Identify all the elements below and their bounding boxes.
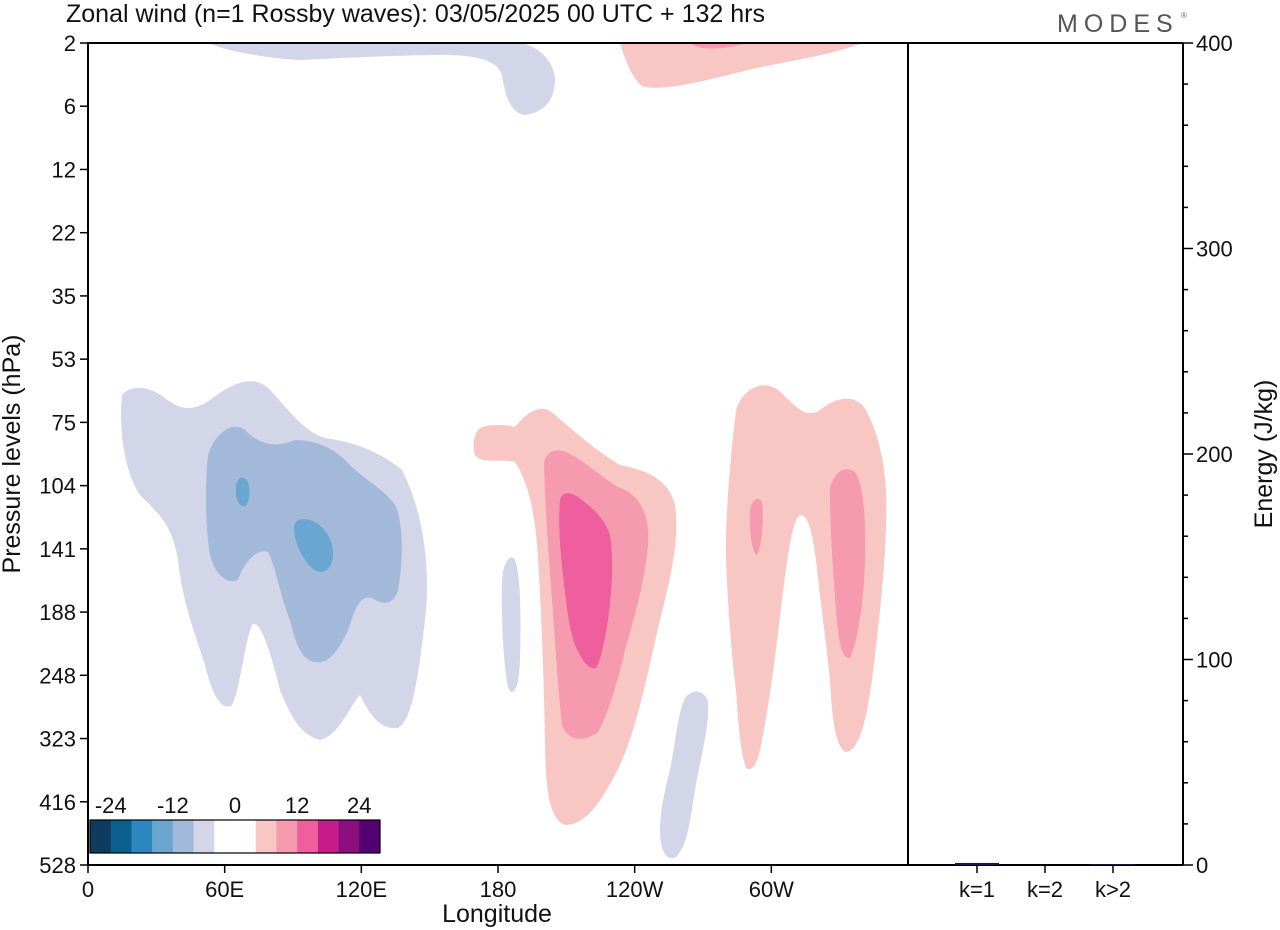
colorbar-swatch xyxy=(193,820,215,853)
energy-category-label: k=2 xyxy=(1027,877,1063,902)
colorbar-swatch xyxy=(172,820,194,853)
contour-pos-top xyxy=(620,43,862,88)
energy-axis: 0 100 200 300 400 xyxy=(1183,31,1233,878)
y-tick-label: 141 xyxy=(39,537,76,562)
colorbar-frame xyxy=(89,819,381,854)
colorbar-swatch xyxy=(131,820,153,853)
energy-axis-label: Energy (J/kg) xyxy=(1250,380,1278,529)
colorbar-swatch xyxy=(235,820,257,853)
y-tick-label: 53 xyxy=(52,347,76,372)
colorbar: -24 -12 0 12 24 xyxy=(89,793,381,854)
energy-tick-label: 100 xyxy=(1196,648,1233,673)
y-tick-label: 416 xyxy=(39,790,76,815)
colorbar-swatch xyxy=(90,820,112,853)
x-tick-label: 0 xyxy=(82,877,94,902)
y-tick-label: 35 xyxy=(52,284,76,309)
colorbar-label: 0 xyxy=(229,793,241,818)
y-tick-label: 2 xyxy=(64,31,76,56)
colorbar-swatch xyxy=(152,820,174,853)
energy-bar-chart: 0 100 200 300 400 k=1 k=2 k>2 Energy (J/kg) xyxy=(908,31,1278,902)
x-tick-label: 60W xyxy=(749,877,794,902)
colorbar-swatch xyxy=(214,820,236,853)
colorbar-swatch xyxy=(338,820,360,853)
energy-tick-label: 200 xyxy=(1196,442,1233,467)
contour-neg-12-west-b xyxy=(294,519,334,572)
y-tick-label: 6 xyxy=(64,94,76,119)
pressure-axis: 2 6 12 22 35 53 75 104 141 188 248 323 416 528 xyxy=(39,31,88,878)
colorbar-swatch xyxy=(110,820,132,853)
contour-neg-mid-small xyxy=(501,557,521,692)
energy-category-label: k>2 xyxy=(1095,877,1131,902)
contour-neg-12-west-a xyxy=(235,477,250,507)
colorbar-swatch xyxy=(317,820,339,853)
colorbar-swatch xyxy=(297,820,319,853)
chart-title: Zonal wind (n=1 Rossby waves): 03/05/202… xyxy=(66,0,765,28)
contour-neg-top xyxy=(210,43,555,115)
contour-plot: 2 6 12 22 35 53 75 104 141 188 248 323 416 528 0 60E 12… xyxy=(0,31,909,928)
contour-pos-top-core xyxy=(690,43,752,49)
contour-fills xyxy=(121,43,887,859)
colorbar-label: 24 xyxy=(347,793,371,818)
colorbar-swatch xyxy=(276,820,298,853)
y-tick-label: 188 xyxy=(39,600,76,625)
x-tick-label: 180 xyxy=(480,877,517,902)
y-tick-label: 12 xyxy=(52,157,76,182)
y-tick-label: 75 xyxy=(52,410,76,435)
energy-bar xyxy=(955,862,999,865)
longitude-axis: 0 60E 120E 180 120W 60W xyxy=(82,865,794,902)
logo-registered-mark: ® xyxy=(1181,11,1187,20)
energy-tick-label: 300 xyxy=(1196,237,1233,262)
contour-pos-9-east-b xyxy=(830,469,866,659)
contour-pos-9-east-a xyxy=(749,498,763,555)
x-tick-label: 120W xyxy=(606,877,664,902)
colorbar-swatch xyxy=(255,820,277,853)
y-tick-label: 22 xyxy=(52,221,76,246)
x-axis-label: Longitude xyxy=(442,900,552,928)
energy-bar xyxy=(1091,864,1135,865)
energy-tick-label: 400 xyxy=(1196,31,1233,56)
y-tick-label: 323 xyxy=(39,727,76,752)
energy-category-label: k=1 xyxy=(959,877,995,902)
modes-logo: MODES xyxy=(1057,10,1179,38)
y-tick-label: 248 xyxy=(39,663,76,688)
y-tick-label: 528 xyxy=(39,853,76,878)
contour-neg-lower xyxy=(660,691,709,859)
colorbar-label: 12 xyxy=(285,793,309,818)
energy-bars: k=1 k=2 k>2 xyxy=(955,862,1135,902)
y-tick-label: 104 xyxy=(39,474,76,499)
colorbar-label: -12 xyxy=(157,793,189,818)
energy-tick-label: 0 xyxy=(1196,853,1208,878)
contour-pos-12-central xyxy=(559,493,613,669)
colorbar-swatch xyxy=(359,820,381,853)
y-axis-label: Pressure levels (hPa) xyxy=(0,335,26,574)
x-tick-label: 120E xyxy=(336,877,387,902)
colorbar-label: -24 xyxy=(95,793,127,818)
x-tick-label: 60E xyxy=(205,877,244,902)
